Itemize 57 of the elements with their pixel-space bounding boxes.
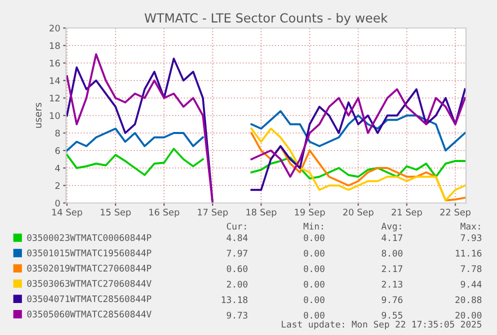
text: 9.76 xyxy=(382,296,402,304)
text: 0.00 xyxy=(304,296,324,304)
legend-label: 03500023WTMATC00060844P xyxy=(27,234,152,242)
text: 7.78 xyxy=(460,265,482,272)
legend-label: 03502019WTMATC27060844P xyxy=(27,264,152,272)
text: 2.13 xyxy=(382,280,402,288)
y-tick-label: 2 xyxy=(55,182,60,189)
y-tick-label: 20 xyxy=(50,24,60,32)
text: 0.60 xyxy=(226,265,248,272)
y-tick-label: 0 xyxy=(55,200,60,207)
y-axis-title: users xyxy=(36,102,42,128)
legend-label: 03501015WTMATC19560844P xyxy=(27,249,152,256)
text: Max: xyxy=(460,222,480,230)
text: 20.00 xyxy=(455,312,482,319)
text: 20.88 xyxy=(455,296,482,304)
y-tick-label: 4 xyxy=(55,164,60,172)
x-tick-label: 14 Sep xyxy=(52,208,82,218)
text: 0.00 xyxy=(304,312,324,319)
text: 2.00 xyxy=(226,280,248,288)
x-tick-label: 20 Sep xyxy=(343,208,374,218)
text: 2.17 xyxy=(382,265,402,272)
text: 11.16 xyxy=(456,250,482,257)
x-tick-label: 22 Sep xyxy=(440,208,471,218)
text: 7.97 xyxy=(226,250,248,257)
y-tick-label: 10 xyxy=(50,112,60,120)
text: Min: xyxy=(304,222,323,230)
text: Cur: xyxy=(226,222,246,230)
legend-label: 03505060WTMATC28560844V xyxy=(27,310,152,318)
x-tick-label: 18 Sep xyxy=(246,208,276,218)
text: 0.00 xyxy=(304,234,324,242)
text: 0.00 xyxy=(304,250,324,257)
legend-label: 03504071WTMATC28560844P xyxy=(27,295,152,302)
y-tick-label: 6 xyxy=(55,147,60,154)
x-tick-label: 16 Sep xyxy=(149,208,180,218)
x-tick-label: 17 Sep xyxy=(198,208,228,218)
text: 9.44 xyxy=(460,280,482,288)
text: 4.17 xyxy=(382,234,402,242)
y-tick-label: 12 xyxy=(50,94,60,102)
text: 13.18 xyxy=(222,296,248,304)
text: Last update: Mon Sep 22 17:35:05 2025 xyxy=(282,320,482,330)
y-tick-label: 14 xyxy=(50,77,60,84)
text: Avg: xyxy=(381,222,401,232)
y-tick-label: 16 xyxy=(50,60,60,67)
y-tick-label: 18 xyxy=(50,42,60,50)
text: 9.73 xyxy=(226,312,248,319)
text: 8.00 xyxy=(382,250,402,257)
x-tick-label: 15 Sep xyxy=(100,208,131,218)
text: 7.93 xyxy=(460,234,482,242)
x-tick-label: 19 Sep xyxy=(294,208,325,218)
text: 9.55 xyxy=(382,312,402,319)
text: 0.00 xyxy=(304,265,324,272)
text: 0.00 xyxy=(304,280,324,288)
text: 4.84 xyxy=(226,234,248,242)
x-tick-label: 21 Sep xyxy=(392,208,422,218)
legend-label: 03503063WTMATC27060844V xyxy=(27,280,152,287)
y-tick-label: 8 xyxy=(55,130,60,137)
chart-title: WTMATC - LTE Sector Counts - by week xyxy=(144,12,388,26)
